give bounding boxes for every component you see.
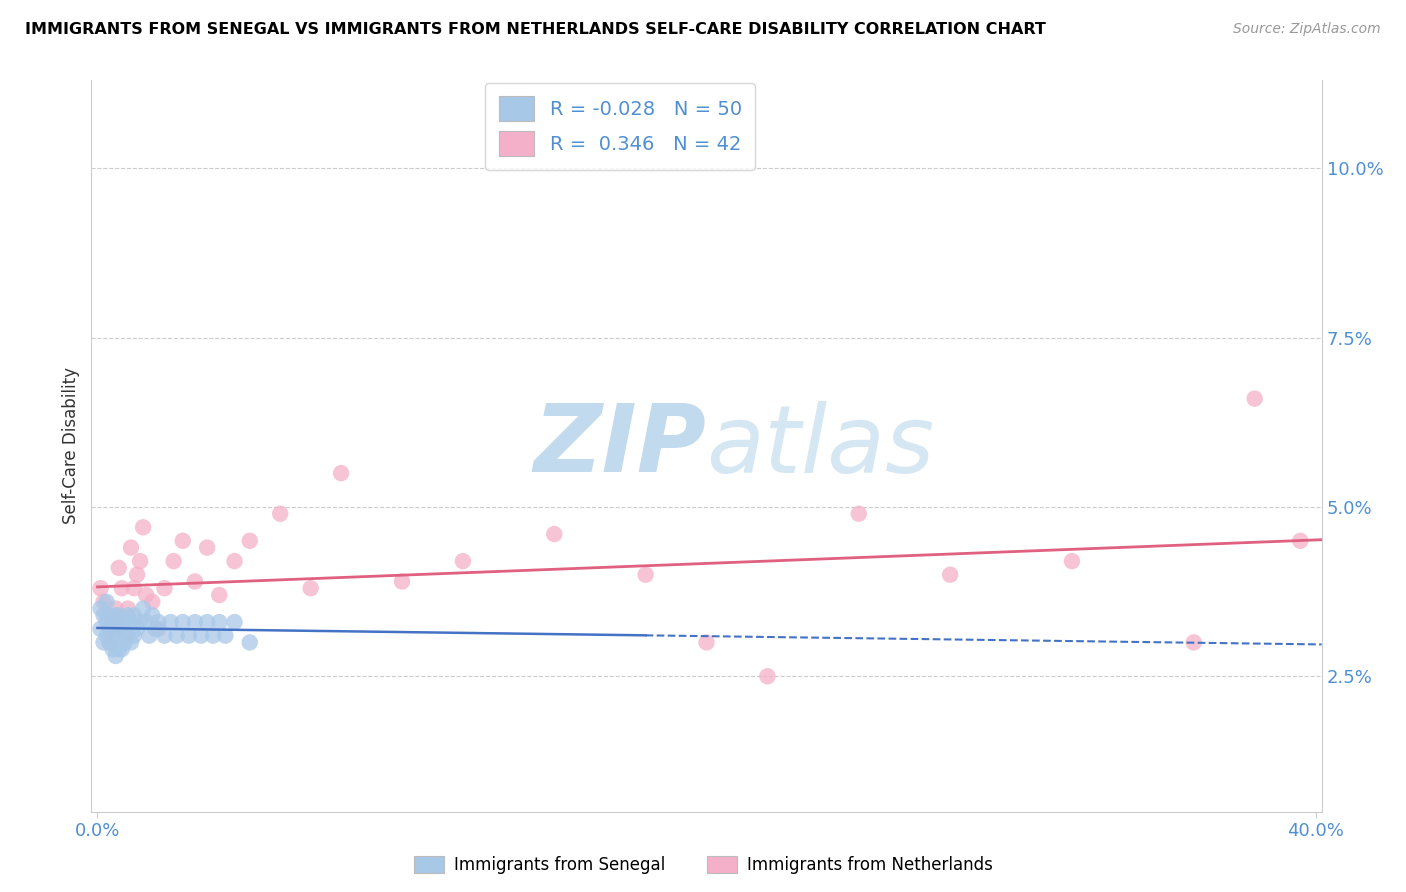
Point [96,629,118,643]
Point [166,629,188,643]
Point [299,581,322,595]
Point [111,642,134,657]
Point [184,615,207,629]
Point [214,629,236,643]
Point [132,601,155,615]
Point [634,567,657,582]
Point [135,615,157,629]
Point [98,635,121,649]
Point [117,601,139,615]
Point [848,507,870,521]
Point [104,601,127,615]
Point [330,466,353,480]
Point [756,669,779,683]
Point [93,608,115,623]
Point [101,642,124,657]
Point [208,588,231,602]
Point [141,608,163,623]
Point [177,629,200,643]
Point [190,629,212,643]
Point [120,615,142,629]
Point [117,608,139,623]
Point [391,574,413,589]
Point [89,601,111,615]
Legend: R = -0.028   N = 50, R =  0.346   N = 42: R = -0.028 N = 50, R = 0.346 N = 42 [485,83,755,169]
Point [172,615,194,629]
Point [89,622,111,636]
Text: atlas: atlas [706,401,935,491]
Point [1182,635,1205,649]
Text: IMMIGRANTS FROM SENEGAL VS IMMIGRANTS FROM NETHERLANDS SELF-CARE DISABILITY CORR: IMMIGRANTS FROM SENEGAL VS IMMIGRANTS FR… [25,22,1046,37]
Point [111,622,134,636]
Point [93,635,115,649]
Point [114,615,136,629]
Point [1243,392,1265,406]
Point [129,615,152,629]
Point [122,608,145,623]
Point [93,595,115,609]
Point [543,527,565,541]
Point [239,635,262,649]
Point [98,635,121,649]
Point [101,615,124,629]
Point [138,629,160,643]
Point [1060,554,1083,568]
Point [141,595,163,609]
Point [96,615,118,629]
Point [1289,533,1312,548]
Point [239,533,262,548]
Point [104,608,127,623]
Point [114,629,136,643]
Legend: Immigrants from Senegal, Immigrants from Netherlands: Immigrants from Senegal, Immigrants from… [406,849,1000,881]
Point [695,635,717,649]
Point [107,622,129,636]
Point [101,629,124,643]
Point [135,588,157,602]
Point [107,608,129,623]
Point [104,629,127,643]
Y-axis label: Self-Care Disability: Self-Care Disability [62,368,80,524]
Point [451,554,474,568]
Point [107,561,129,575]
Point [939,567,962,582]
Point [98,608,121,623]
Point [114,635,136,649]
Point [89,581,111,595]
Point [224,615,246,629]
Point [98,622,121,636]
Point [269,507,291,521]
Point [96,608,118,623]
Point [104,615,127,629]
Point [162,554,184,568]
Point [107,642,129,657]
Point [143,622,166,636]
Point [132,520,155,534]
Point [148,615,170,629]
Point [120,541,142,555]
Point [122,629,145,643]
Point [153,629,176,643]
Point [120,635,142,649]
Point [117,629,139,643]
Point [172,533,194,548]
Point [153,581,176,595]
Point [202,629,225,643]
Point [125,567,148,582]
Point [224,554,246,568]
Point [148,622,170,636]
Point [111,581,134,595]
Point [208,615,231,629]
Point [195,541,218,555]
Point [159,615,181,629]
Point [125,622,148,636]
Text: Source: ZipAtlas.com: Source: ZipAtlas.com [1233,22,1381,37]
Point [96,595,118,609]
Point [122,581,145,595]
Point [184,574,207,589]
Point [195,615,218,629]
Point [101,622,124,636]
Text: ZIP: ZIP [534,400,706,492]
Point [129,554,152,568]
Point [104,648,127,663]
